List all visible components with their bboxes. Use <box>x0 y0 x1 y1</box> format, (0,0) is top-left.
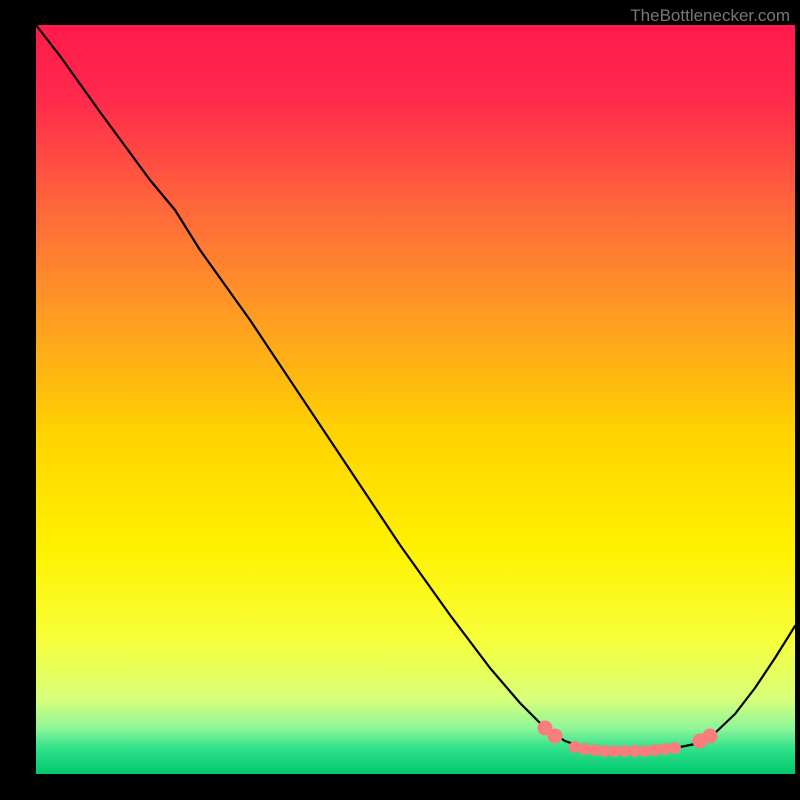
border-left <box>0 0 36 800</box>
gradient-background <box>0 0 800 800</box>
watermark-text: TheBottlenecker.com <box>630 6 790 26</box>
plot-area-rect <box>36 25 795 774</box>
chart-canvas: TheBottlenecker.com <box>0 0 800 800</box>
border-bottom <box>0 774 800 800</box>
border-right <box>795 0 800 800</box>
